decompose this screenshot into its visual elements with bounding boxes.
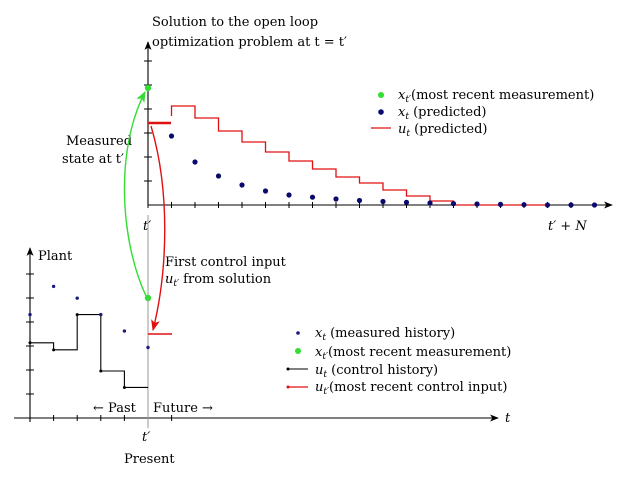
control-history-points <box>28 313 126 389</box>
first-control-label-line2: ut′ from solution <box>165 272 272 289</box>
top-legend: xt′(most recent measurement) xt (predict… <box>371 88 594 139</box>
top-xtick-start: t′ <box>143 219 151 234</box>
legend-bottom-green-dot <box>295 348 301 354</box>
predicted-state-point <box>521 202 527 208</box>
annotations: Measured state at t′ First control input… <box>62 91 287 332</box>
measured-history-point <box>75 296 79 300</box>
bottom-xlabel: t <box>505 411 511 426</box>
legend-top-blue-dot <box>378 109 384 115</box>
legend-bottom-item-4: ut′(most recent control input) <box>315 380 507 397</box>
predicted-input-staircase <box>170 105 548 206</box>
legend-top-item-1: xt′(most recent measurement) <box>398 88 594 105</box>
control-history-point <box>75 313 79 317</box>
control-history-point <box>52 348 56 352</box>
measured-history-point <box>51 284 56 289</box>
predicted-state-point <box>591 202 598 208</box>
predicted-state-point <box>544 202 551 208</box>
predicted-state-point <box>262 188 269 194</box>
predicted-state-point <box>450 201 457 207</box>
measured-history-point <box>122 329 127 333</box>
measured-history-point <box>28 312 32 317</box>
present-label: Present <box>124 452 175 467</box>
past-label: ← Past <box>93 401 137 416</box>
predicted-state-point <box>356 197 363 204</box>
bottom-legend: xt (measured history) xt′(most recent me… <box>286 326 511 397</box>
future-label: Future → <box>153 401 213 416</box>
top-title-line1: Solution to the open loop <box>152 15 318 30</box>
predicted-state-point <box>309 194 316 200</box>
bottom-ylabel: Plant <box>38 249 73 264</box>
control-history-staircase <box>30 314 148 388</box>
legend-bottom-item-2: xt′(most recent measurement) <box>315 345 511 362</box>
legend-bottom-item-3: ut (control history) <box>315 363 438 380</box>
top-panel: Solution to the open loop optimization p… <box>143 15 613 234</box>
bottom-x-ticks <box>29 415 173 421</box>
predicted-state-point <box>239 182 245 188</box>
predicted-state-point <box>215 173 222 179</box>
predicted-state-series <box>168 133 598 208</box>
predicted-state-point <box>403 199 410 205</box>
control-history-point <box>28 341 32 345</box>
first-control-label-line1: First control input <box>165 255 287 270</box>
control-history-point <box>99 369 103 373</box>
legend-top-item-2: xt (predicted) <box>398 105 486 122</box>
measured-label-line2: state at t′ <box>62 152 124 167</box>
predicted-state-point <box>286 192 292 198</box>
measured-history-point <box>99 312 103 317</box>
predicted-state-point <box>474 201 480 207</box>
predicted-state-point <box>333 196 339 202</box>
top-title-line2: optimization problem at t = t′ <box>152 35 347 50</box>
predicted-state-point <box>568 202 574 208</box>
predicted-state-point <box>497 201 504 207</box>
control-history-point <box>122 385 126 389</box>
measured-history-point <box>146 345 150 350</box>
legend-bottom-black-dot <box>286 367 290 371</box>
predicted-state-point <box>192 159 198 165</box>
measured-label-line1: Measured <box>66 134 132 149</box>
bottom-xtick-present: t′ <box>142 430 150 445</box>
measured-history-series <box>28 284 150 350</box>
top-xtick-end: t′ + N <box>548 219 587 234</box>
legend-bottom-blue-dot <box>296 331 300 335</box>
predicted-state-point <box>168 133 175 139</box>
legend-top-green-dot <box>378 92 384 98</box>
legend-bottom-red-dot <box>286 385 290 389</box>
bottom-panel: Plant t ← Past Future → t′ Present xt (m… <box>14 215 511 467</box>
predicted-state-point <box>427 200 433 206</box>
top-recent-measurement-point <box>144 84 152 92</box>
legend-top-item-3: ut (predicted) <box>398 122 488 139</box>
predicted-state-point <box>380 198 386 205</box>
recent-measurement-point <box>144 294 152 302</box>
measurement-arrow <box>123 91 147 297</box>
control-input-arrow <box>150 125 166 332</box>
bottom-y-ticks <box>26 273 34 395</box>
legend-bottom-item-1: xt (measured history) <box>315 326 455 343</box>
